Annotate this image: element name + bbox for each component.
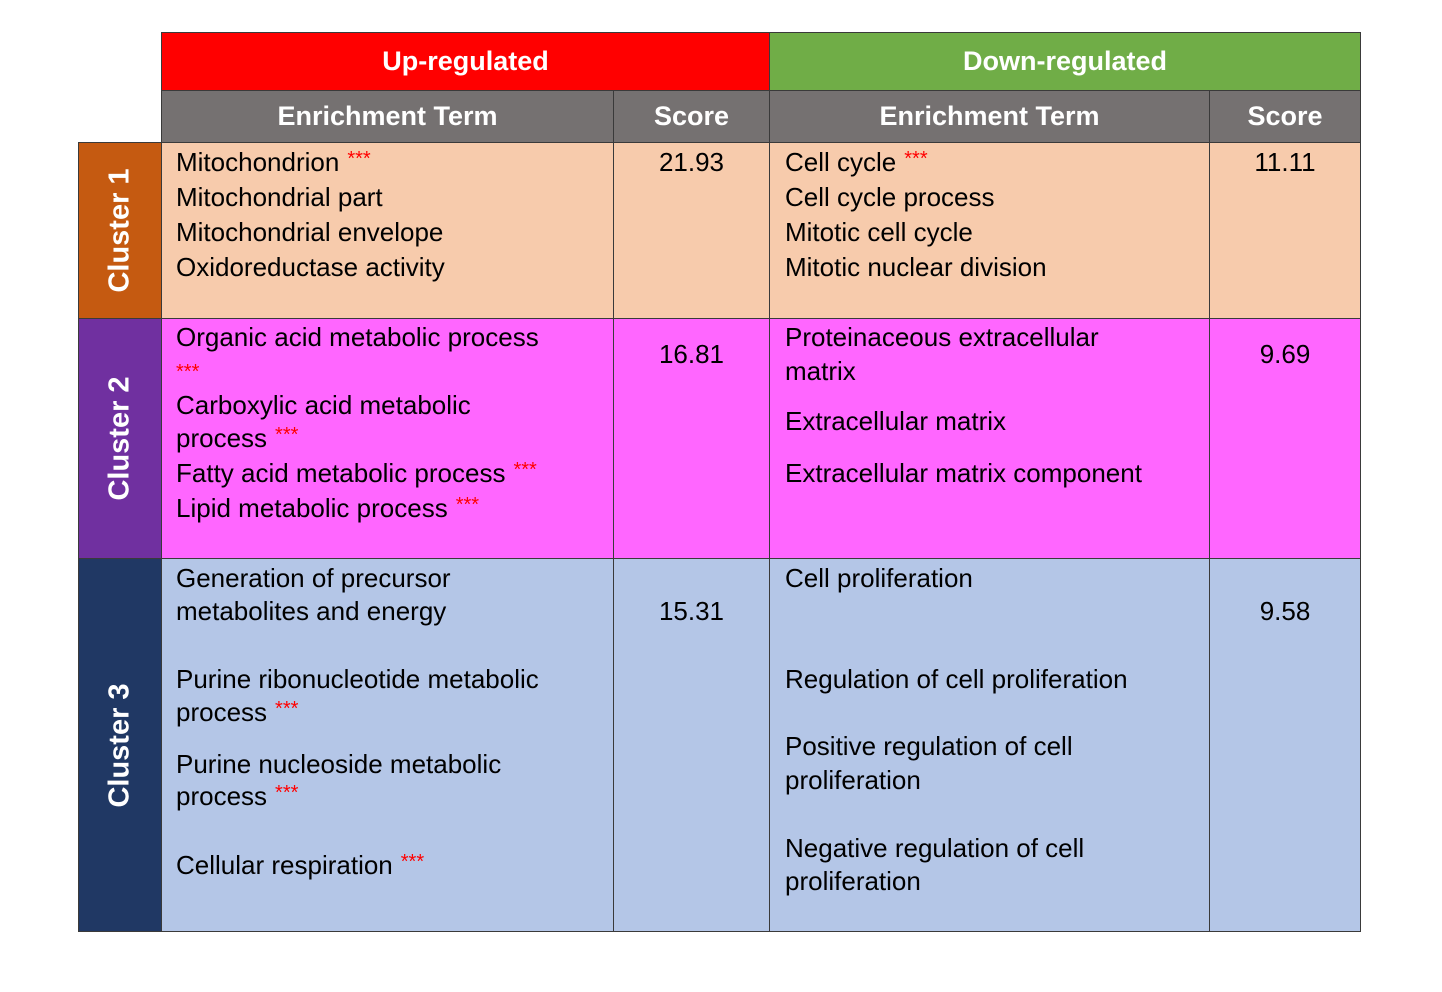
cluster-2-up-score-cell: 16.81 xyxy=(613,318,770,559)
up-term-column-label: Enrichment Term xyxy=(277,101,498,131)
cluster-2-down-terms-cell: Proteinaceous extracellular matrix Extra… xyxy=(769,318,1210,559)
term-item: Oxidoreductase activity xyxy=(176,252,445,282)
significance-marker: *** xyxy=(400,851,425,873)
term-item: Extracellular matrix component xyxy=(785,458,1142,488)
significance-marker: *** xyxy=(904,148,928,170)
term-item: proliferation xyxy=(785,765,921,795)
up-score-column-header: Score xyxy=(613,90,770,143)
cluster-2-down-score-cell: 9.69 xyxy=(1209,318,1361,559)
down-score-value: 9.58 xyxy=(1259,596,1311,626)
up-score-value: 16.81 xyxy=(658,339,725,369)
up-regulated-header: Up-regulated xyxy=(161,32,770,91)
cluster-2-up-terms-cell: Organic acid metabolic process *** Carbo… xyxy=(161,318,614,559)
down-term-column-header: Enrichment Term xyxy=(769,90,1210,143)
cluster-1-down-score-cell: 11.11 xyxy=(1209,142,1361,319)
term-item: matrix xyxy=(785,356,856,386)
up-regulated-label: Up-regulated xyxy=(382,46,549,76)
up-score-column-label: Score xyxy=(653,101,730,131)
significance-marker: *** xyxy=(347,148,371,170)
term-item: Mitochondrial part xyxy=(176,182,383,212)
cluster-2-label: Cluster 2 xyxy=(103,376,136,501)
term-item: Generation of precursor xyxy=(176,563,451,593)
term-item: metabolites and energy xyxy=(176,596,447,626)
cluster-1-up-terms-cell: Mitochondrion *** Mitochondrial part Mito… xyxy=(161,142,614,319)
cluster-1-label: Cluster 1 xyxy=(103,168,136,293)
cluster-1-down-terms-cell: Cell cycle *** Cell cycle process Mitotic… xyxy=(769,142,1210,319)
term-item: Purine nucleoside metabolic xyxy=(176,749,502,779)
down-score-column-header: Score xyxy=(1209,90,1361,143)
term-item: process *** xyxy=(176,781,299,811)
down-score-value: 9.69 xyxy=(1259,339,1311,369)
cluster-3-up-terms-cell: Generation of precursor metabolites and … xyxy=(161,558,614,932)
cluster-3-down-score-cell: 9.58 xyxy=(1209,558,1361,932)
term-item: Lipid metabolic process *** xyxy=(176,493,480,523)
significance-marker: *** xyxy=(275,698,299,720)
significance-marker: *** xyxy=(176,361,200,383)
term-item: Mitochondrial envelope xyxy=(176,217,444,247)
up-term-column-header: Enrichment Term xyxy=(161,90,614,143)
cluster-1-label-cell: Cluster 1 xyxy=(78,142,162,319)
term-item: *** xyxy=(176,352,199,389)
cluster-3-label-cell: Cluster 3 xyxy=(78,558,162,932)
cluster-3-label: Cluster 3 xyxy=(103,682,136,808)
term-item: Proteinaceous extracellular xyxy=(785,322,1099,352)
term-item: Mitotic nuclear division xyxy=(785,252,1047,282)
up-score-value: 15.31 xyxy=(658,596,725,626)
term-item: Cell proliferation xyxy=(785,563,973,593)
down-term-column-label: Enrichment Term xyxy=(879,101,1100,131)
cluster-1-up-score-cell: 21.93 xyxy=(613,142,770,319)
term-item: Organic acid metabolic process xyxy=(176,322,539,352)
cluster-3-down-terms-cell: Cell proliferation Regulation of cell pr… xyxy=(769,558,1210,932)
term-item: Cell cycle process xyxy=(785,182,995,212)
significance-marker: *** xyxy=(455,494,480,516)
significance-marker: *** xyxy=(513,459,537,481)
down-regulated-label: Down-regulated xyxy=(962,46,1167,76)
term-item: Purine ribonucleotide metabolic xyxy=(176,664,539,694)
term-item: proliferation xyxy=(785,866,921,896)
term-item: Regulation of cell proliferation xyxy=(785,664,1128,694)
term-item: Positive regulation of cell xyxy=(785,731,1073,761)
up-score-value: 21.93 xyxy=(658,147,725,177)
cluster-2-label-cell: Cluster 2 xyxy=(78,318,162,559)
term-item: Carboxylic acid metabolic xyxy=(176,390,471,420)
significance-marker: *** xyxy=(275,782,299,804)
cluster-3-up-score-cell: 15.31 xyxy=(613,558,770,932)
term-item: Extracellular matrix xyxy=(785,406,1007,436)
term-item: Mitotic cell cycle xyxy=(785,217,973,247)
term-item: Fatty acid metabolic process *** xyxy=(176,458,537,488)
term-item: Negative regulation of cell xyxy=(785,833,1085,863)
term-item: Cell cycle *** xyxy=(785,147,928,177)
down-regulated-header: Down-regulated xyxy=(769,32,1361,91)
down-score-column-label: Score xyxy=(1247,101,1323,131)
term-item: process *** xyxy=(176,697,299,727)
down-score-value: 11.11 xyxy=(1254,147,1316,177)
significance-marker: *** xyxy=(275,424,299,446)
term-item: Mitochondrion *** xyxy=(176,147,371,177)
term-item: Cellular respiration *** xyxy=(176,850,425,880)
term-item: process *** xyxy=(176,423,299,453)
